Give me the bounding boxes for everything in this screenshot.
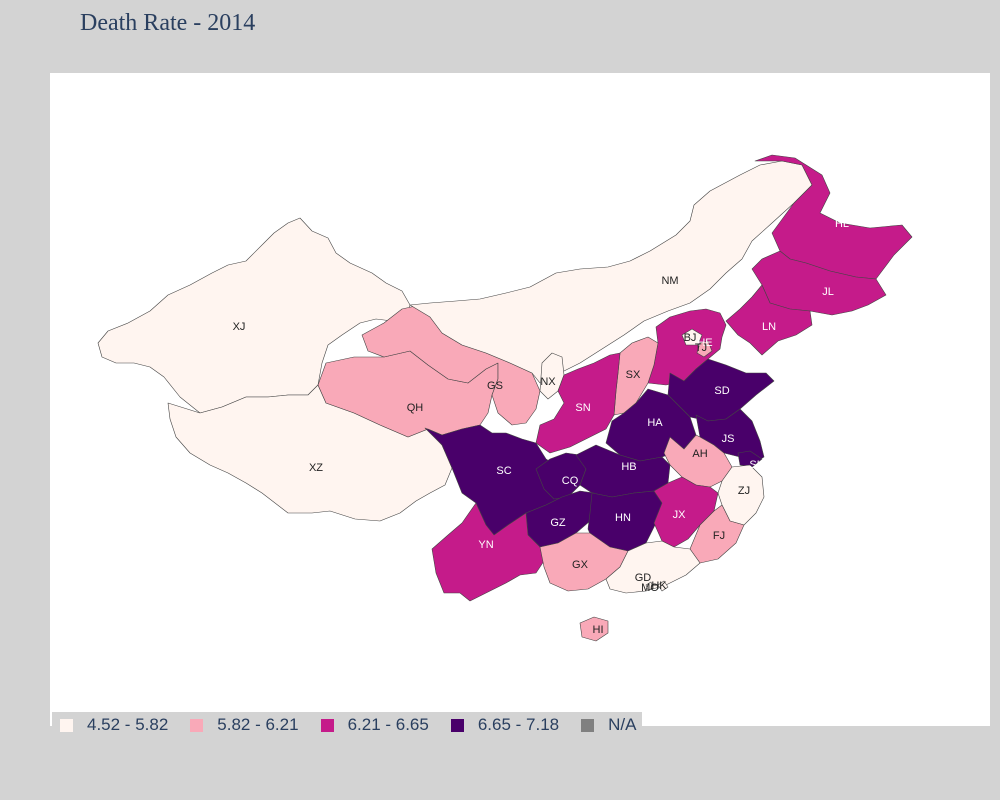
province-label-nm: NM [661, 275, 678, 287]
province-tj[interactable] [696, 340, 713, 358]
legend-swatch [190, 718, 204, 732]
province-label-fj: FJ [713, 530, 725, 542]
province-label-sd: SD [714, 385, 729, 397]
province-label-he: HE [697, 337, 712, 349]
legend-label: 5.82 - 6.21 [217, 715, 299, 734]
province-label-xz: XZ [309, 462, 323, 474]
legend-item[interactable]: N/A [581, 715, 636, 735]
legend-label: N/A [608, 715, 637, 734]
province-label-jl: JL [822, 286, 834, 298]
province-label-cq: CQ [562, 475, 579, 487]
legend-item[interactable]: 6.21 - 6.65 [320, 715, 429, 735]
province-label-sc: SC [496, 465, 511, 477]
legend: 4.52 - 5.82 5.82 - 6.21 6.21 - 6.65 6.65 - … [52, 712, 643, 739]
legend-item[interactable]: 6.65 - 7.18 [450, 715, 560, 735]
province-mo[interactable] [645, 581, 654, 591]
province-gd[interactable] [605, 540, 701, 594]
province-label-hb: HB [621, 461, 636, 473]
province-label-ha: HA [647, 417, 663, 429]
province-label-gx: GX [572, 559, 589, 571]
province-hi[interactable] [579, 616, 609, 642]
province-label-ln: LN [762, 321, 776, 333]
province-label-gd: GD [635, 572, 652, 584]
province-label-hi: HI [593, 624, 604, 636]
legend-label: 6.21 - 6.65 [347, 715, 429, 734]
province-label-hl: HL [835, 218, 849, 230]
province-label-sh: SH [749, 459, 764, 471]
legend-item[interactable]: 4.52 - 5.82 [60, 715, 168, 735]
province-label-gz: GZ [550, 517, 566, 529]
chart-title: Death Rate - 2014 [80, 10, 256, 36]
province-sh[interactable] [737, 450, 763, 468]
province-label-hk: HK [651, 580, 667, 592]
legend-swatch [450, 718, 464, 732]
province-label-bj: BJ [684, 332, 697, 344]
province-label-sn: SN [575, 402, 590, 414]
province-bj[interactable] [681, 328, 703, 346]
legend-swatch [60, 718, 73, 732]
province-xz[interactable] [167, 384, 453, 522]
province-label-gs: GS [487, 380, 503, 392]
province-label-jx: JX [673, 509, 687, 521]
province-label-nx: NX [540, 376, 556, 388]
province-label-qh: QH [407, 402, 424, 414]
province-label-sx: SX [626, 369, 641, 381]
legend-item[interactable]: 5.82 - 6.21 [190, 715, 299, 735]
province-label-hn: HN [615, 512, 631, 524]
legend-swatch [581, 718, 595, 732]
map-panel: XJ XZ QH GS NM HL JL LN HE BJ TJ NX SX SN SD HA JS AH SH SC… [50, 73, 990, 726]
province-label-tj: TJ [695, 342, 707, 354]
province-label-yn: YN [478, 539, 493, 551]
legend-label: 4.52 - 5.82 [87, 715, 169, 734]
province-ln[interactable] [725, 284, 813, 356]
province-label-xj: XJ [233, 321, 246, 333]
legend-swatch [320, 718, 334, 732]
province-label-js: JS [722, 433, 735, 445]
province-label-zj: ZJ [738, 485, 750, 497]
province-sn[interactable] [535, 352, 621, 454]
province-hk[interactable] [657, 580, 669, 592]
province-label-mo: MO [641, 582, 659, 594]
province-label-ah: AH [692, 448, 707, 460]
province-zj[interactable] [717, 464, 765, 526]
legend-label: 6.65 - 7.18 [477, 715, 560, 734]
